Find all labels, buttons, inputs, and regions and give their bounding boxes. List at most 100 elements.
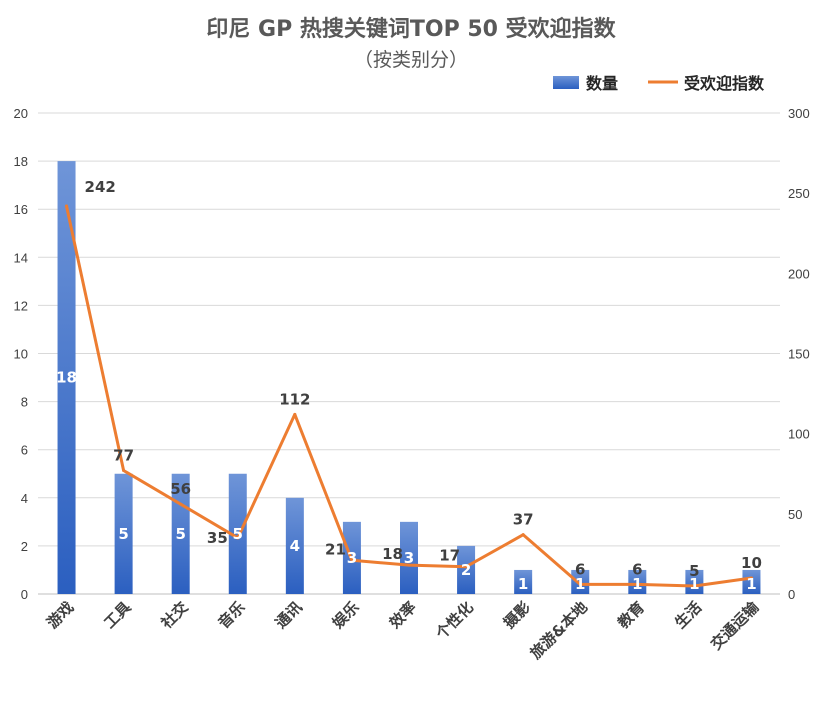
chart-title: 印尼 GP 热搜关键词TOP 50 受欢迎指数 bbox=[206, 16, 616, 42]
left-tick-label: 20 bbox=[14, 106, 28, 121]
category-label: 生活 bbox=[671, 598, 705, 632]
right-tick-label: 50 bbox=[788, 507, 802, 522]
bar bbox=[514, 569, 533, 594]
bar-value-label: 1 bbox=[746, 575, 756, 593]
category-label: 娱乐 bbox=[329, 598, 363, 632]
bar bbox=[171, 473, 190, 594]
left-tick-label: 14 bbox=[14, 250, 28, 265]
bar bbox=[57, 161, 76, 594]
watermark-left: 大数跨境 bbox=[12, 674, 100, 694]
right-tick-label: 100 bbox=[788, 427, 810, 442]
bar-value-label: 5 bbox=[118, 525, 128, 543]
bar bbox=[457, 545, 476, 594]
category-label: 摄影 bbox=[500, 598, 534, 632]
category-label: 通讯 bbox=[272, 598, 306, 632]
chart-subtitle: （按类别分） bbox=[354, 49, 468, 71]
line-point bbox=[236, 536, 240, 540]
bar-value-label: 1 bbox=[575, 575, 585, 593]
left-tick-label: 18 bbox=[14, 154, 28, 169]
right-tick-label: 0 bbox=[788, 587, 795, 602]
line-point bbox=[65, 204, 69, 208]
category-label: 工具 bbox=[100, 598, 134, 632]
legend-line-label: 受欢迎指数 bbox=[684, 74, 765, 93]
line-value-label: 6 bbox=[575, 560, 585, 578]
category-label: 音乐 bbox=[215, 598, 249, 632]
line-value-label: 5 bbox=[689, 562, 699, 580]
right-tick-label: 250 bbox=[788, 186, 810, 201]
bar-value-label: 18 bbox=[56, 369, 77, 387]
bar-value-label: 1 bbox=[518, 575, 528, 593]
left-tick-label: 8 bbox=[21, 395, 28, 410]
line-value-label: 21 bbox=[325, 540, 346, 558]
left-tick-label: 6 bbox=[21, 443, 28, 458]
line-point bbox=[521, 533, 525, 537]
legend-bar-label: 数量 bbox=[586, 74, 618, 93]
line-point bbox=[692, 584, 696, 588]
bar bbox=[571, 569, 590, 594]
legend-bar-swatch bbox=[553, 76, 579, 89]
watermark-left-text: 大数跨境 bbox=[40, 676, 100, 694]
right-tick-label: 150 bbox=[788, 347, 810, 362]
legend: 数量 受欢迎指数 bbox=[553, 74, 765, 93]
left-tick-label: 10 bbox=[14, 347, 28, 362]
line-point bbox=[293, 412, 297, 416]
line-value-label: 10 bbox=[741, 554, 762, 572]
line-value-label: 17 bbox=[439, 547, 460, 565]
category-label: 游戏 bbox=[43, 598, 77, 632]
line-point bbox=[350, 558, 354, 562]
wechat-logo-icon bbox=[614, 646, 642, 674]
category-label: 社交 bbox=[157, 598, 192, 633]
bar bbox=[685, 569, 704, 594]
line-point bbox=[749, 576, 753, 580]
bar-value-label: 1 bbox=[689, 575, 699, 593]
category-label: 教育 bbox=[613, 598, 648, 633]
line-point bbox=[179, 502, 183, 506]
bar-value-label: 5 bbox=[233, 525, 243, 543]
gridlines bbox=[38, 112, 780, 595]
left-tick-label: 12 bbox=[14, 298, 28, 313]
line-value-label: 6 bbox=[632, 560, 642, 578]
line-value-label: 35 bbox=[207, 529, 228, 547]
line-value-label: 18 bbox=[382, 545, 403, 563]
line-value-label: 56 bbox=[170, 480, 191, 498]
left-axis: 0 2 4 6 8 10 12 14 16 18 20 bbox=[14, 106, 28, 602]
bar-value-label: 5 bbox=[175, 525, 185, 543]
category-label: 交通运输 bbox=[707, 597, 763, 653]
line-series bbox=[65, 204, 753, 588]
category-label: 效率 bbox=[386, 598, 420, 632]
left-tick-label: 0 bbox=[21, 587, 28, 602]
line-point bbox=[122, 469, 126, 473]
bar bbox=[628, 569, 647, 594]
line-point bbox=[407, 563, 411, 567]
left-tick-label: 2 bbox=[21, 539, 28, 554]
bar bbox=[400, 521, 418, 594]
bar bbox=[228, 473, 247, 594]
right-axis: 0 50 100 150 200 250 300 bbox=[788, 106, 810, 602]
weibo-logo-icon bbox=[12, 674, 32, 694]
right-tick-label: 300 bbox=[788, 106, 810, 121]
bar bbox=[742, 569, 761, 594]
category-label: 旅游&本地 bbox=[527, 598, 591, 662]
bar bbox=[114, 473, 133, 594]
line-value-label: 112 bbox=[279, 390, 310, 408]
line-point bbox=[578, 582, 582, 586]
left-tick-label: 4 bbox=[21, 491, 28, 506]
line-point bbox=[464, 565, 468, 569]
right-tick-label: 200 bbox=[788, 266, 810, 281]
line-value-label: 242 bbox=[85, 178, 116, 196]
line-value-label: 37 bbox=[513, 511, 534, 529]
bar-value-label: 2 bbox=[461, 561, 471, 579]
watermark-right-text: CAMIA观察 bbox=[648, 649, 763, 674]
watermark-right: CAMIA观察 bbox=[614, 646, 763, 674]
bar-value-label: 3 bbox=[347, 549, 357, 567]
line-value-label: 77 bbox=[113, 447, 134, 465]
category-label: 个性化 bbox=[432, 598, 477, 643]
bar-value-label: 1 bbox=[632, 575, 642, 593]
bar bbox=[285, 497, 304, 594]
left-tick-label: 16 bbox=[14, 202, 28, 217]
bar-value-label: 3 bbox=[404, 549, 414, 567]
bar-series bbox=[57, 161, 761, 594]
line-point bbox=[635, 582, 639, 586]
bar-value-label: 4 bbox=[290, 537, 300, 555]
